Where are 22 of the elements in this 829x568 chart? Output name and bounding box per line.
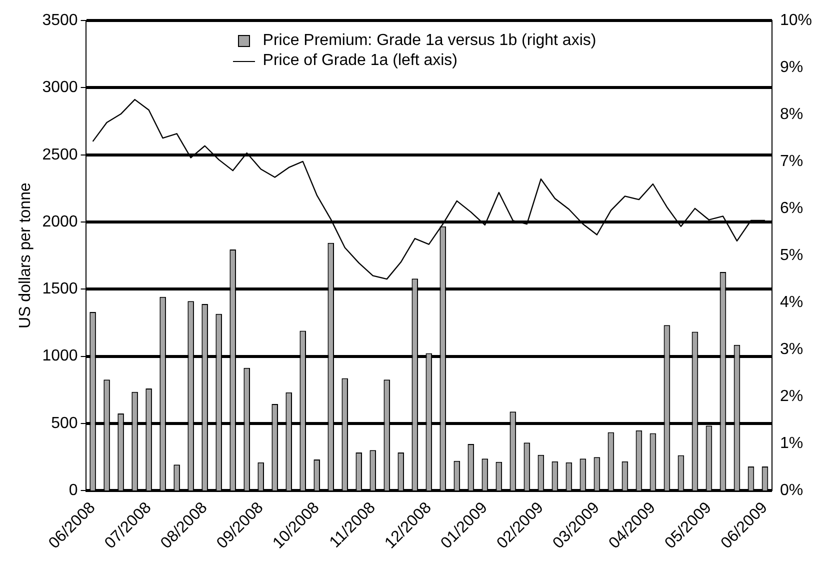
y-axis-title: US dollars per tonne: [17, 182, 34, 328]
y-tick-label: 0: [68, 482, 78, 499]
legend-label: Price of Grade 1a (left axis): [262, 52, 458, 70]
y-tick-label: 500: [51, 414, 78, 432]
y2-tick-label: 10%: [780, 12, 812, 30]
y-tick-label: 1000: [42, 348, 78, 365]
y2-tick-label: 9%: [780, 59, 804, 76]
y2-tick-label: 6%: [780, 200, 804, 217]
y2-tick-label: 1%: [780, 434, 804, 452]
y2-tick-label: 5%: [780, 246, 804, 264]
y-tick-label: 2500: [42, 146, 78, 164]
y2-tick-label: 7%: [780, 152, 804, 170]
y-tick-label: 1500: [42, 280, 78, 298]
y2-tick-label: 2%: [780, 388, 804, 405]
legend-label: Price Premium: Grade 1a versus 1b (right axis): [262, 32, 596, 50]
y2-tick-label: 8%: [780, 106, 804, 123]
y-tick-label: 3000: [42, 79, 78, 96]
y2-tick-label: 0%: [780, 482, 804, 499]
y-tick-label: 3500: [42, 12, 78, 30]
y2-tick-label: 3%: [780, 340, 804, 358]
y2-tick-label: 4%: [780, 294, 804, 311]
y-tick-label: 2000: [42, 213, 78, 230]
